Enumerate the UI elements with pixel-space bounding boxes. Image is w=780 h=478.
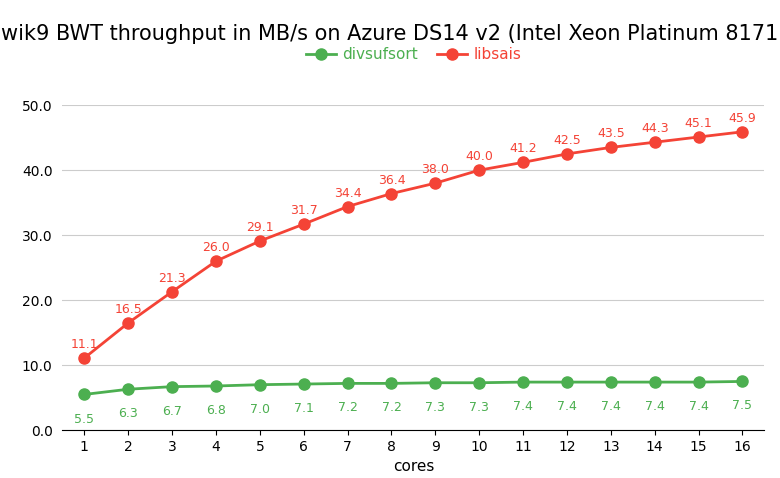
- libsais: [299, 221, 308, 227]
- Text: 29.1: 29.1: [246, 221, 274, 234]
- libsais: [606, 144, 615, 150]
- Text: 7.5: 7.5: [732, 400, 753, 413]
- libsais: [519, 160, 528, 165]
- divsufsort: [343, 380, 353, 386]
- Line: libsais: libsais: [79, 126, 748, 364]
- Legend: divsufsort, libsais: divsufsort, libsais: [300, 41, 527, 68]
- Text: 16.5: 16.5: [115, 303, 142, 316]
- Text: 7.4: 7.4: [513, 400, 533, 413]
- Text: 6.7: 6.7: [162, 405, 182, 418]
- divsufsort: [123, 386, 133, 392]
- libsais: [80, 355, 89, 361]
- libsais: [255, 238, 264, 244]
- divsufsort: [387, 380, 396, 386]
- Text: 36.4: 36.4: [378, 174, 406, 186]
- Text: 45.1: 45.1: [685, 117, 712, 130]
- divsufsort: [211, 383, 221, 389]
- libsais: [650, 140, 659, 145]
- Text: 34.4: 34.4: [334, 186, 361, 200]
- Text: 7.2: 7.2: [338, 402, 357, 414]
- Text: 7.3: 7.3: [425, 401, 445, 414]
- Text: 7.0: 7.0: [250, 403, 270, 416]
- divsufsort: [650, 379, 659, 385]
- libsais: [431, 180, 440, 186]
- Text: 5.5: 5.5: [74, 413, 94, 425]
- libsais: [738, 129, 747, 135]
- Text: 7.4: 7.4: [689, 400, 708, 413]
- Text: 7.2: 7.2: [381, 402, 402, 414]
- divsufsort: [519, 379, 528, 385]
- Text: 44.3: 44.3: [641, 122, 668, 135]
- libsais: [211, 258, 221, 264]
- Text: 7.4: 7.4: [645, 400, 665, 413]
- libsais: [694, 134, 704, 140]
- Text: 7.1: 7.1: [294, 402, 314, 415]
- divsufsort: [80, 391, 89, 397]
- Text: 43.5: 43.5: [597, 128, 625, 141]
- Text: 40.0: 40.0: [466, 150, 493, 163]
- divsufsort: [255, 382, 264, 388]
- libsais: [562, 151, 572, 157]
- libsais: [474, 167, 484, 173]
- divsufsort: [738, 379, 747, 384]
- divsufsort: [474, 380, 484, 386]
- Text: 21.3: 21.3: [158, 272, 186, 285]
- libsais: [123, 320, 133, 326]
- Text: 38.0: 38.0: [421, 163, 449, 176]
- Text: 7.4: 7.4: [557, 400, 577, 413]
- Text: 31.7: 31.7: [290, 204, 317, 217]
- divsufsort: [299, 381, 308, 387]
- Text: enwik9 BWT throughput in MB/s on Azure DS14 v2 (Intel Xeon Platinum 8171M): enwik9 BWT throughput in MB/s on Azure D…: [0, 24, 780, 44]
- Text: 6.3: 6.3: [119, 407, 138, 420]
- X-axis label: cores: cores: [392, 459, 434, 475]
- divsufsort: [606, 379, 615, 385]
- libsais: [343, 204, 353, 209]
- Text: 11.1: 11.1: [70, 338, 98, 351]
- Text: 42.5: 42.5: [553, 134, 581, 147]
- Text: 41.2: 41.2: [509, 142, 537, 155]
- Text: 6.8: 6.8: [206, 404, 226, 417]
- divsufsort: [562, 379, 572, 385]
- Text: 26.0: 26.0: [202, 241, 230, 254]
- libsais: [168, 289, 177, 294]
- divsufsort: [168, 384, 177, 390]
- Text: 7.4: 7.4: [601, 400, 621, 413]
- divsufsort: [694, 379, 704, 385]
- divsufsort: [431, 380, 440, 386]
- Text: 7.3: 7.3: [470, 401, 489, 414]
- libsais: [387, 191, 396, 196]
- Line: divsufsort: divsufsort: [79, 376, 748, 400]
- Text: 45.9: 45.9: [729, 112, 757, 125]
